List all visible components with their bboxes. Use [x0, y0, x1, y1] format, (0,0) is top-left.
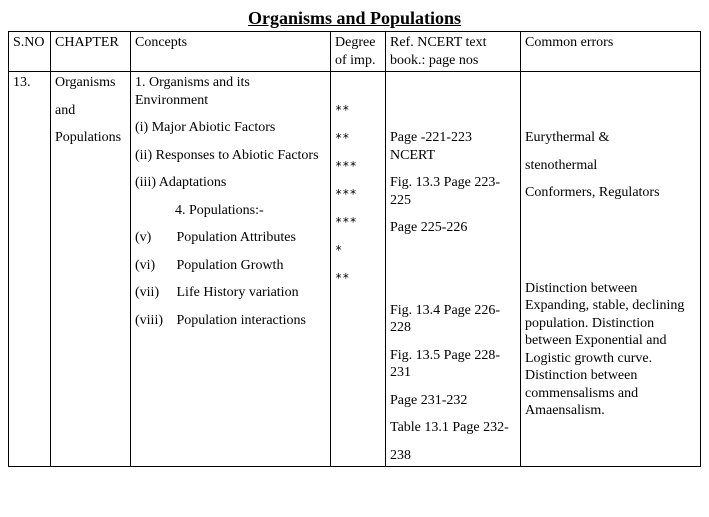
ref-line — [390, 274, 516, 292]
cell-chapter: Organisms and Populations — [51, 72, 131, 467]
error-line: stenothermal — [525, 157, 696, 175]
cell-degree: **************** — [331, 72, 386, 467]
concept-line: (i) Major Abiotic Factors — [135, 119, 326, 137]
concept-line: (vii) Life History variation — [135, 284, 326, 302]
col-sno: S.NO — [9, 32, 51, 72]
concept-line: (vi) Population Growth — [135, 257, 326, 275]
concept-line: 1. Organisms and its Environment — [135, 74, 326, 109]
col-degree: Degree of imp. — [331, 32, 386, 72]
cell-concepts: 1. Organisms and its Environment (i) Majo… — [131, 72, 331, 467]
table-row: 13. Organisms and Populations 1. Organis… — [9, 72, 701, 467]
cell-sno: 13. — [9, 72, 51, 467]
ref-line: Fig. 13.4 Page 226-228 — [390, 302, 516, 337]
chapter-word: and — [55, 102, 126, 120]
degree-stars: * — [335, 236, 381, 264]
ref-line: Fig. 13.5 Page 228-231 — [390, 347, 516, 382]
ref-line — [390, 74, 516, 92]
error-line — [525, 102, 696, 120]
col-ref: Ref. NCERT text book.: page nos — [386, 32, 521, 72]
error-line: Conformers, Regulators — [525, 184, 696, 202]
error-line — [525, 74, 696, 92]
concept-line: (ii) Responses to Abiotic Factors — [135, 147, 326, 165]
table-header-row: S.NO CHAPTER Concepts Degree of imp. Ref… — [9, 32, 701, 72]
degree-stars — [335, 74, 381, 96]
degree-stars — [335, 292, 381, 320]
cell-errors: Eurythermal & stenothermal Conformers, Reg… — [521, 72, 701, 467]
ref-line — [390, 102, 516, 120]
concept-line: 4. Populations:- — [135, 202, 326, 220]
ref-line: Page -221-223 NCERT — [390, 129, 516, 164]
chapter-word: Organisms — [55, 74, 126, 92]
errors-paragraph: Distinction between Expanding, stable, d… — [525, 280, 696, 420]
degree-stars: ** — [335, 264, 381, 292]
degree-stars: *** — [335, 208, 381, 236]
concept-line: (viii) Population interactions — [135, 312, 326, 330]
degree-stars: *** — [335, 180, 381, 208]
degree-stars: ** — [335, 96, 381, 124]
col-chapter: CHAPTER — [51, 32, 131, 72]
page-title: Organisms and Populations — [8, 8, 701, 29]
ref-line: 238 — [390, 447, 516, 465]
ref-line: Fig. 13.3 Page 223-225 — [390, 174, 516, 209]
ref-line: Page 231-232 — [390, 392, 516, 410]
cell-ref: Page -221-223 NCERT Fig. 13.3 Page 223-22… — [386, 72, 521, 467]
ref-line — [390, 247, 516, 265]
concept-line: (iii) Adaptations — [135, 174, 326, 192]
col-concepts: Concepts — [131, 32, 331, 72]
error-line: Eurythermal & — [525, 129, 696, 147]
chapter-word: Populations — [55, 129, 126, 147]
ref-line: Table 13.1 Page 232- — [390, 419, 516, 437]
syllabus-table: S.NO CHAPTER Concepts Degree of imp. Ref… — [8, 31, 701, 467]
col-errors: Common errors — [521, 32, 701, 72]
concept-line: (v) Population Attributes — [135, 229, 326, 247]
ref-line: Page 225-226 — [390, 219, 516, 237]
degree-stars: *** — [335, 152, 381, 180]
degree-stars: ** — [335, 124, 381, 152]
